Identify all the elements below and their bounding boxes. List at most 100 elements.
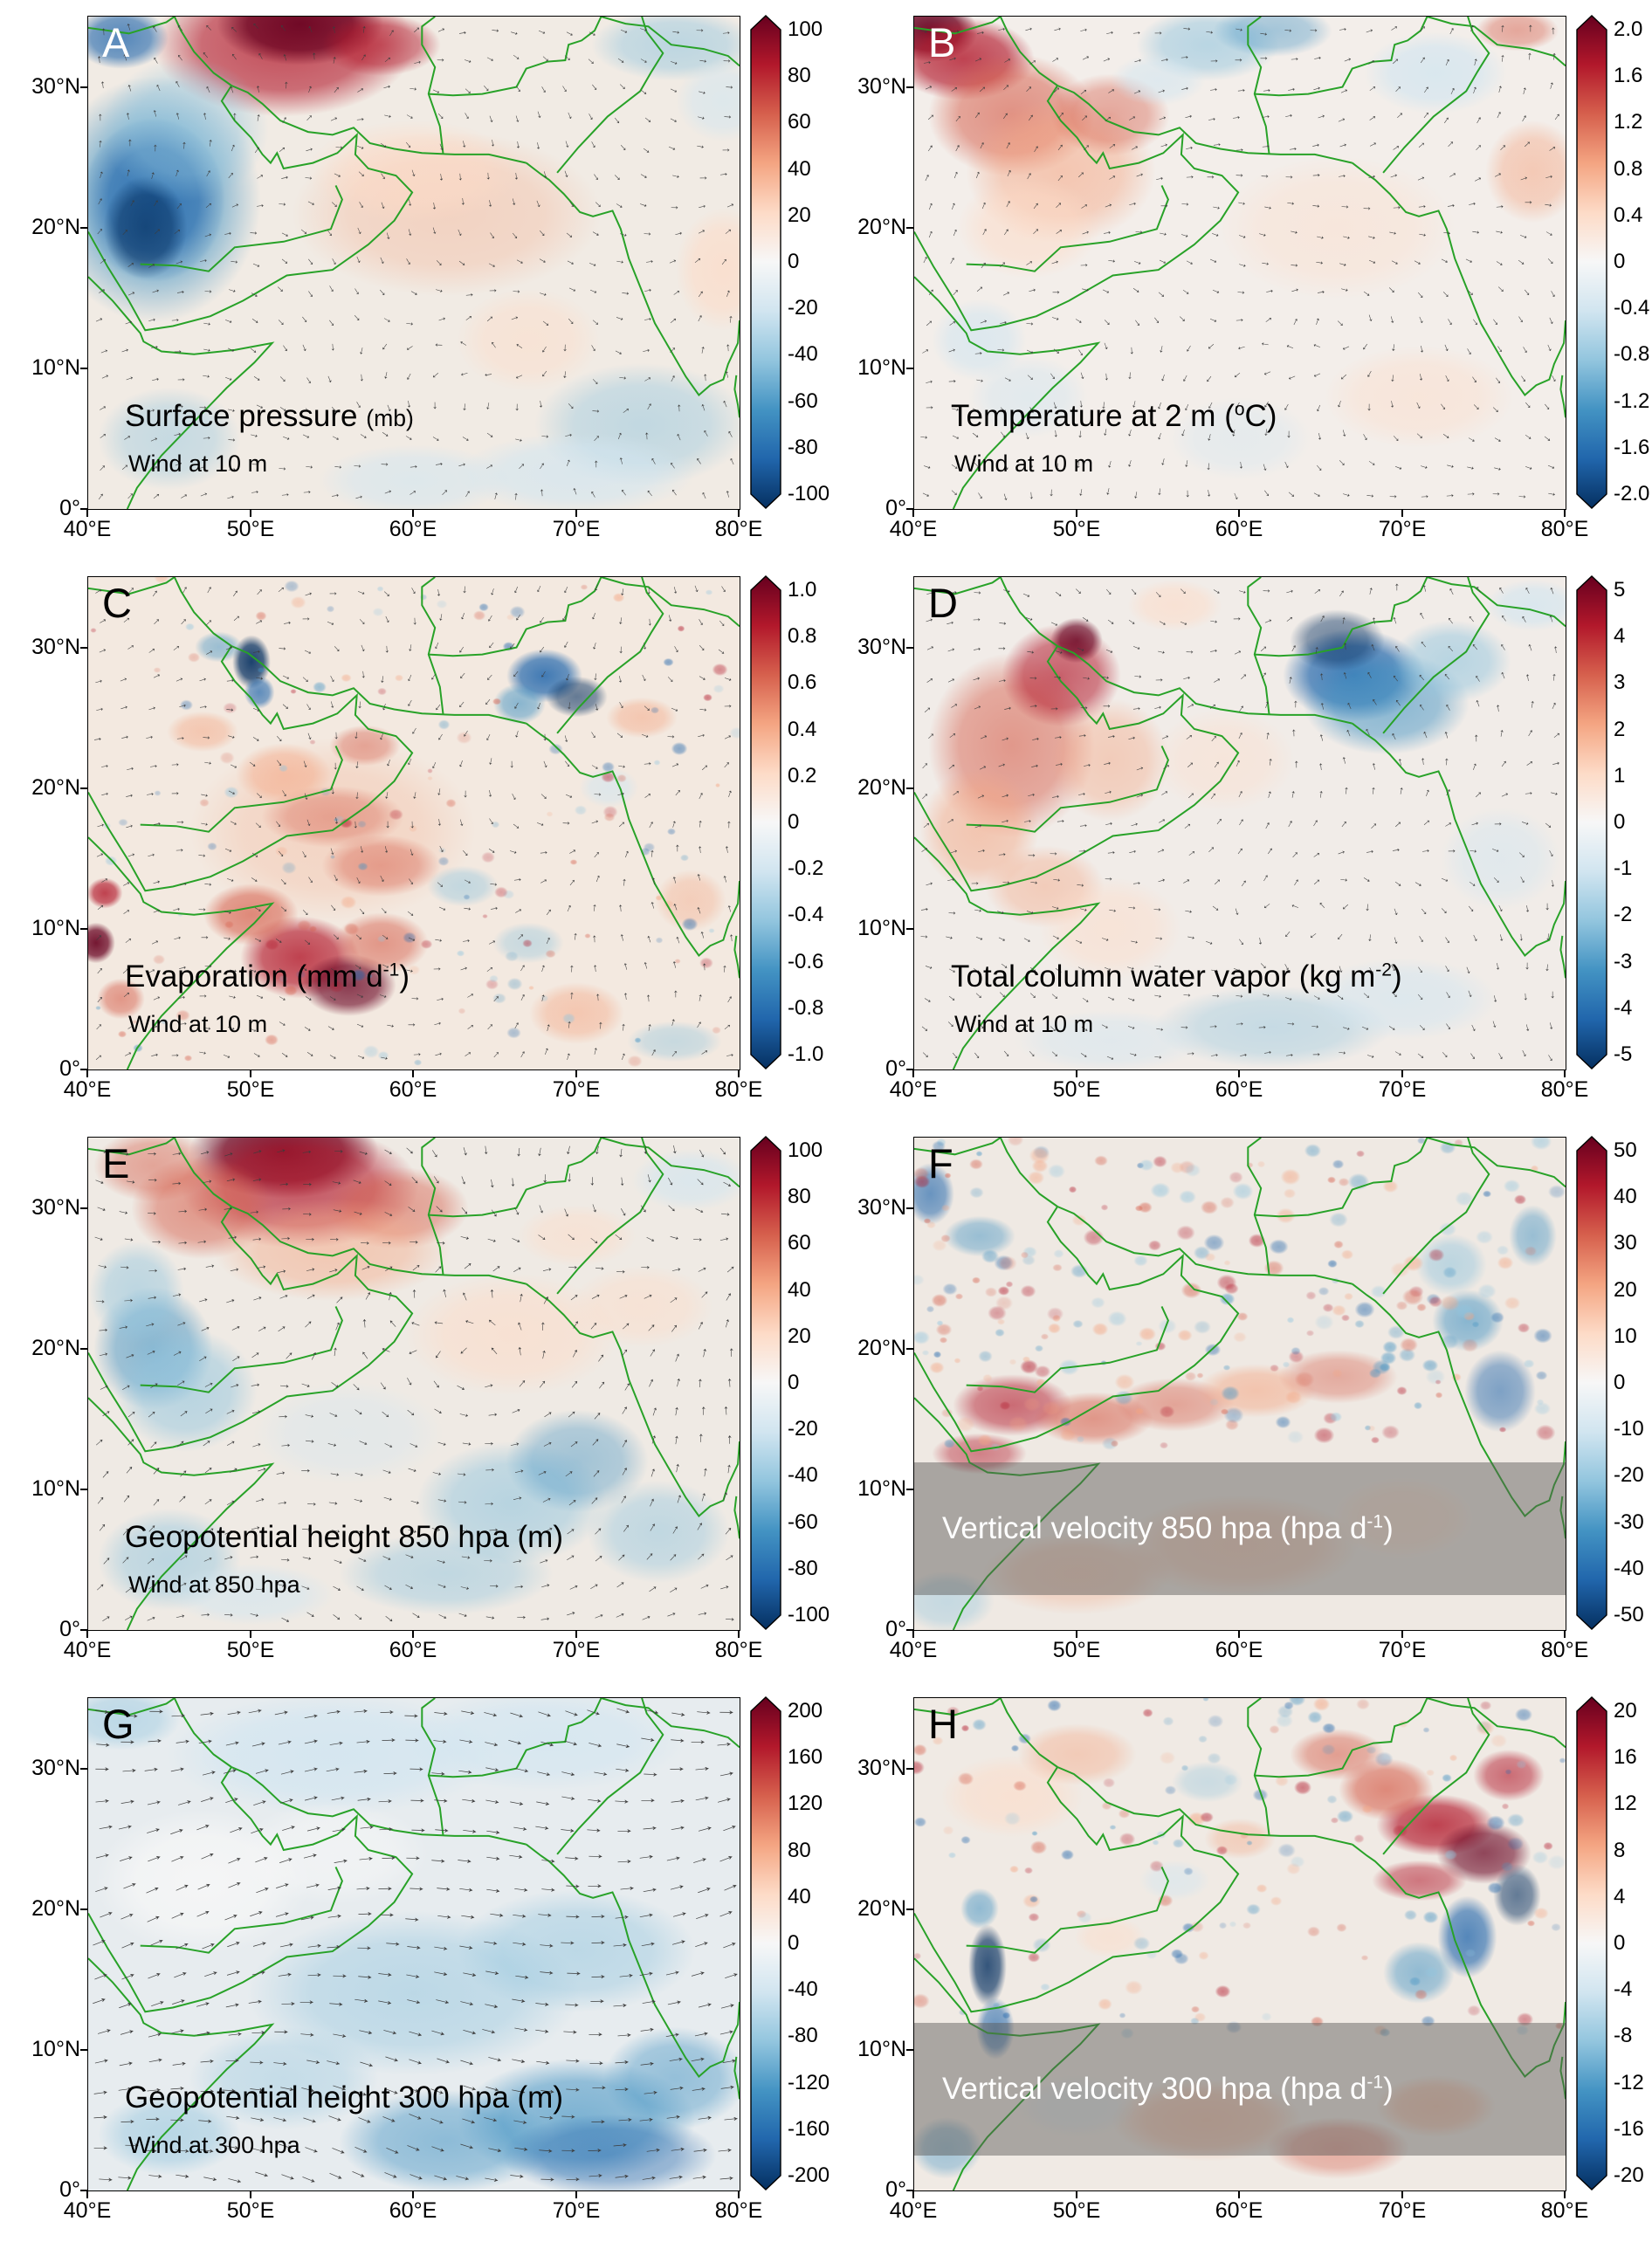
wind-arrow-icon: → xyxy=(688,2140,712,2158)
wind-arrow-icon: → xyxy=(998,164,1016,181)
wind-arrow-icon: → xyxy=(1000,581,1015,597)
wind-arrow-icon: → xyxy=(1360,583,1377,598)
wind-arrow-icon: → xyxy=(608,1935,632,1953)
wind-arrow-icon: → xyxy=(197,1605,213,1620)
wind-arrow-icon: → xyxy=(407,818,422,831)
y-axis-label: 0° xyxy=(59,2177,80,2202)
wind-arrow-icon: → xyxy=(481,1821,506,1840)
wind-arrow-icon: → xyxy=(613,1821,636,1838)
y-axis-label: 10°N xyxy=(31,354,80,380)
wind-arrow-icon: → xyxy=(667,1489,686,1508)
wind-arrow-icon: → xyxy=(561,2051,585,2067)
wind-arrow-icon: → xyxy=(330,164,347,182)
wind-arrow-icon: → xyxy=(1437,783,1456,800)
wind-arrow-icon: → xyxy=(557,79,575,96)
wind-arrow-icon: → xyxy=(1098,50,1114,66)
wind-arrow-icon: → xyxy=(115,1376,134,1395)
wind-arrow-icon: → xyxy=(192,1730,218,1750)
wind-arrow-icon: → xyxy=(298,1730,324,1750)
wind-arrow-icon: → xyxy=(323,1260,342,1277)
wind-arrow-icon: → xyxy=(1359,668,1377,684)
wind-arrow-icon: → xyxy=(375,729,392,746)
wind-arrow-icon: → xyxy=(326,2137,353,2161)
colorbar-tick-label: -40 xyxy=(788,1463,818,1487)
wind-arrow-icon: → xyxy=(697,700,710,715)
wind-arrow-icon: → xyxy=(327,1850,353,1870)
wind-arrow-icon: → xyxy=(460,899,475,914)
wind-arrow-icon: → xyxy=(430,1345,451,1366)
wind-arrow-icon: → xyxy=(463,285,476,300)
x-axis-tick xyxy=(250,1631,251,1638)
x-axis-tick xyxy=(1564,2191,1566,2198)
wind-arrow-icon: → xyxy=(609,2080,634,2096)
wind-arrow-icon: → xyxy=(688,1932,714,1954)
map-C: → → → → → → → → → → → → → → → → → → → → → → → → → → → → → → → → → → → → → → → →… xyxy=(87,576,740,1070)
wind-arrow-icon: → xyxy=(1547,783,1562,800)
wind-arrow-icon: → xyxy=(1418,487,1431,502)
wind-arrow-icon: → xyxy=(1463,898,1482,917)
wind-arrow-icon: → xyxy=(1490,370,1509,389)
wind-arrow-icon: → xyxy=(140,1819,166,1840)
wind-arrow-icon: → xyxy=(93,815,107,832)
wind-arrow-icon: → xyxy=(1257,339,1272,354)
wind-arrow-icon: → xyxy=(356,371,371,384)
wind-arrow-icon: → xyxy=(93,1816,119,1836)
wind-arrow-icon: → xyxy=(941,756,960,774)
wind-arrow-icon: → xyxy=(350,818,365,831)
wind-arrow-icon: → xyxy=(507,1228,527,1248)
wind-arrow-icon: → xyxy=(715,872,732,887)
wind-arrow-icon: → xyxy=(1546,643,1561,657)
wind-arrow-icon: → xyxy=(585,901,600,914)
wind-arrow-icon: → xyxy=(1467,732,1482,745)
wind-arrow-icon: → xyxy=(692,342,709,357)
wind-arrow-icon: → xyxy=(1305,928,1324,946)
wind-arrow-icon: → xyxy=(145,194,163,210)
wind-arrow-icon: → xyxy=(402,1400,423,1421)
wind-arrow-icon: → xyxy=(247,284,264,302)
wind-arrow-icon: → xyxy=(1125,842,1139,858)
wind-arrow-icon: → xyxy=(1312,253,1327,268)
wind-arrow-icon: → xyxy=(301,698,320,714)
wind-arrow-icon: → xyxy=(609,1572,630,1593)
x-axis-tick xyxy=(738,510,740,517)
wind-arrow-icon: → xyxy=(1101,370,1116,383)
wind-arrow-icon: → xyxy=(1514,844,1532,863)
colorbar-tick-label: 40 xyxy=(788,1278,811,1302)
wind-arrow-icon: → xyxy=(635,2053,659,2072)
wind-arrow-icon: → xyxy=(638,397,657,414)
wind-arrow-icon: → xyxy=(535,396,550,411)
wind-arrow-icon: → xyxy=(636,1728,661,1748)
y-axis-tick xyxy=(80,368,87,369)
wind-arrow-icon: → xyxy=(456,1254,477,1275)
wind-arrow-icon: → xyxy=(247,844,265,863)
y-axis-label: 10°N xyxy=(31,2036,80,2061)
wind-arrow-icon: → xyxy=(1542,900,1557,913)
colorbar-tick-label: 20 xyxy=(1614,1699,1637,1723)
wind-arrow-icon: → xyxy=(324,1017,341,1035)
wind-arrow-icon: → xyxy=(273,843,292,862)
wind-arrow-icon: → xyxy=(610,1734,637,1754)
wind-arrow-icon: → xyxy=(458,1043,476,1062)
wind-arrow-icon: → xyxy=(301,140,316,156)
wind-arrow-icon: → xyxy=(612,1399,633,1420)
wind-arrow-icon: → xyxy=(1178,281,1196,299)
colorbar-tick-label: 12 xyxy=(1614,1792,1637,1815)
wind-arrow-icon: → xyxy=(1261,197,1276,214)
x-axis-tick xyxy=(738,2191,740,2198)
colorbar-tick-label: -1.2 xyxy=(1614,389,1650,413)
wind-arrow-icon: → xyxy=(246,140,265,158)
wind-arrow-icon: → xyxy=(586,726,604,742)
wind-arrow-icon: → xyxy=(511,79,529,97)
wind-arrow-icon: → xyxy=(458,195,472,208)
wind-arrow-icon: → xyxy=(404,1345,423,1364)
wind-arrow-icon: → xyxy=(1259,137,1272,152)
wind-arrow-icon: → xyxy=(373,1963,397,1982)
wind-arrow-icon: → xyxy=(1153,1020,1167,1035)
wind-arrow-icon: → xyxy=(611,1488,632,1509)
wind-arrow-icon: → xyxy=(302,1965,327,1982)
x-axis-tick xyxy=(250,510,251,517)
wind-arrow-icon: → xyxy=(485,1405,500,1420)
panel-title-segment: Evaporation (mm d xyxy=(125,959,383,994)
wind-arrow-icon: → xyxy=(1077,256,1091,271)
wind-arrow-icon: → xyxy=(434,51,447,65)
